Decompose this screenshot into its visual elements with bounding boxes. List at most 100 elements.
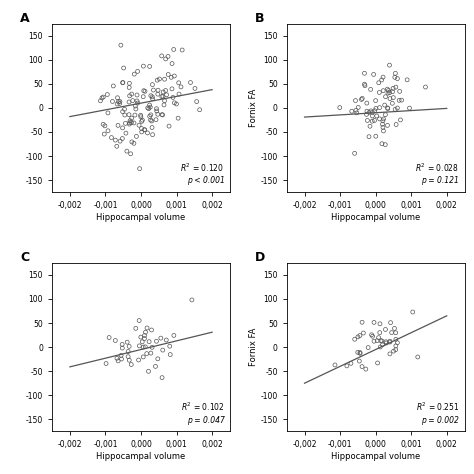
X-axis label: Hippocampal volume: Hippocampal volume (96, 213, 186, 222)
Text: p < 0.001: p < 0.001 (187, 176, 225, 185)
Point (352, 97, 359, 104)
Point (135, 121, 143, 129)
Point (409, 308, 417, 316)
Point (121, 111, 128, 119)
Point (138, 338, 146, 346)
Point (127, 150, 135, 157)
Point (114, 94, 121, 101)
Point (148, 124, 156, 131)
Point (120, 64, 128, 72)
Point (146, 101, 154, 109)
Point (367, 86, 374, 93)
Point (164, 53, 172, 60)
Point (159, 88, 167, 96)
Point (175, 90, 183, 98)
Point (126, 92, 134, 100)
Point (379, 117, 387, 125)
Point (111, 337, 119, 344)
Point (143, 324, 151, 332)
Point (372, 105, 380, 112)
Point (118, 355, 125, 363)
Point (170, 46, 177, 53)
Point (414, 353, 421, 361)
Point (154, 76, 161, 84)
Point (166, 342, 173, 350)
Point (382, 141, 389, 148)
Point (365, 109, 373, 116)
Point (363, 110, 370, 118)
Point (145, 105, 153, 112)
Point (157, 334, 164, 342)
Point (165, 122, 173, 130)
Point (168, 60, 176, 67)
Point (163, 91, 170, 99)
Text: p = 0.002: p = 0.002 (421, 416, 459, 425)
Point (386, 338, 393, 346)
Point (385, 87, 392, 94)
Point (392, 342, 400, 350)
Point (376, 320, 384, 328)
Point (395, 97, 403, 104)
Point (100, 93, 107, 101)
Point (187, 79, 194, 86)
Point (104, 127, 112, 135)
Point (139, 93, 147, 100)
Point (368, 331, 375, 338)
Point (356, 332, 364, 339)
Point (396, 88, 403, 95)
Point (375, 89, 383, 96)
Point (196, 106, 203, 114)
Point (384, 105, 392, 112)
Point (109, 98, 116, 105)
Point (149, 95, 156, 102)
Point (118, 341, 126, 348)
Point (386, 350, 394, 358)
Point (124, 347, 132, 355)
Point (153, 337, 160, 345)
Point (393, 339, 401, 346)
Text: $R^2$ = 0.120: $R^2$ = 0.120 (181, 161, 225, 173)
Point (126, 343, 133, 350)
Point (368, 118, 376, 125)
Point (376, 104, 383, 111)
Point (384, 104, 392, 112)
Point (108, 134, 115, 141)
Point (145, 367, 152, 375)
Point (392, 121, 400, 128)
Point (390, 347, 397, 355)
Point (164, 71, 172, 78)
Point (382, 338, 390, 346)
Point (153, 105, 160, 112)
Point (128, 138, 136, 146)
Point (158, 52, 165, 60)
Point (116, 137, 124, 145)
Point (149, 131, 156, 138)
Point (123, 338, 131, 346)
Point (375, 334, 383, 341)
Point (128, 361, 135, 368)
Point (382, 93, 389, 100)
Point (356, 350, 364, 357)
Point (140, 87, 147, 94)
Point (111, 137, 119, 144)
Point (193, 98, 201, 105)
Text: C: C (20, 251, 29, 264)
Point (389, 88, 396, 95)
Text: p = 0.121: p = 0.121 (421, 176, 459, 185)
Point (126, 120, 133, 128)
Point (138, 116, 146, 124)
Point (154, 86, 162, 94)
Text: p = 0.047: p = 0.047 (187, 416, 225, 425)
Point (153, 107, 161, 115)
Point (118, 135, 126, 142)
Point (146, 113, 154, 120)
Point (358, 95, 366, 102)
Point (143, 350, 151, 357)
Point (159, 111, 166, 118)
Point (148, 326, 155, 334)
Point (356, 349, 364, 356)
Point (383, 122, 391, 129)
Point (392, 336, 400, 343)
Point (141, 88, 149, 95)
Point (372, 132, 380, 140)
